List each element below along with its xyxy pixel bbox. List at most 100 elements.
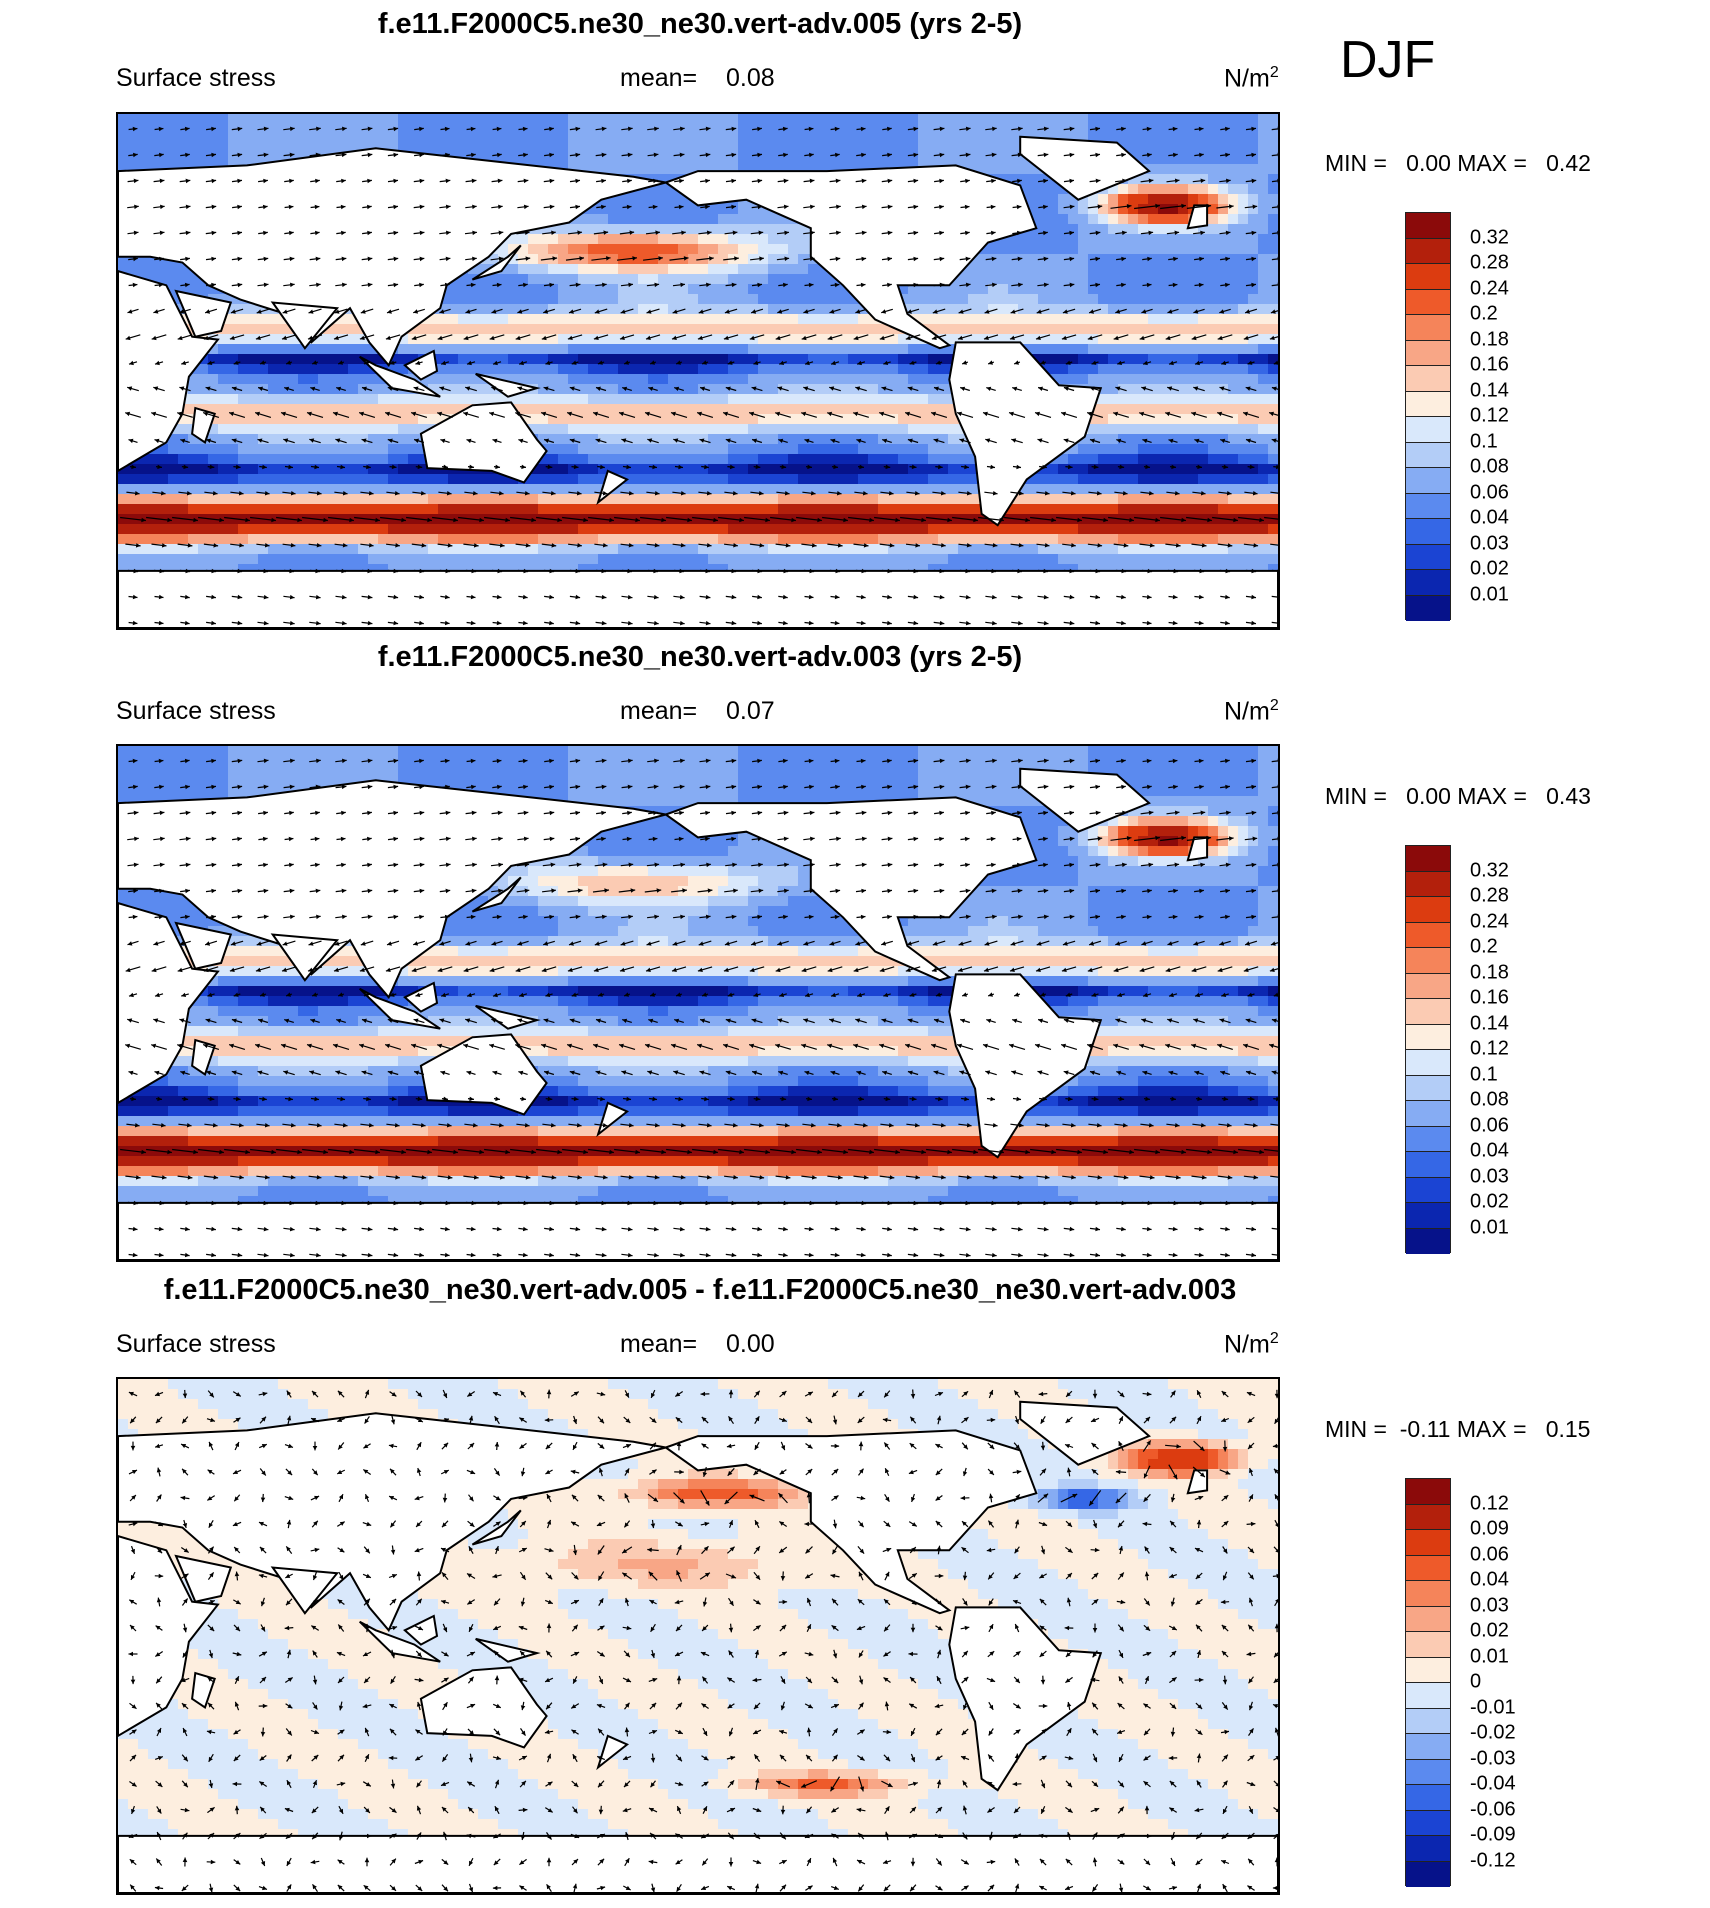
colorbar-swatch (1406, 213, 1450, 239)
colorbar-swatch (1406, 948, 1450, 974)
colorbar-swatch (1406, 922, 1450, 948)
panel-2-mean-label: mean= (620, 697, 697, 726)
colorbar-swatch (1406, 1708, 1450, 1734)
colorbar-tick-label: 0.02 (1470, 1191, 1509, 1214)
colorbar-tick-label: 0.04 (1470, 507, 1509, 530)
colorbar-tick-label: 0.1 (1470, 1063, 1498, 1086)
colorbar-tick-label: -0.09 (1470, 1824, 1516, 1847)
colorbar-tick-label: 0.01 (1470, 1645, 1509, 1668)
colorbar-swatch (1406, 1759, 1450, 1785)
colorbar-swatch (1406, 264, 1450, 290)
stress-vectors (120, 758, 1278, 1258)
panel-2-minmax: MIN = 0.00 MAX = 0.43 (1325, 783, 1591, 810)
colorbar-swatch (1406, 973, 1450, 999)
colorbar-tick-label: 0.12 (1470, 1038, 1509, 1061)
colorbar-tick-label: 0.12 (1470, 1492, 1509, 1515)
colorbar-swatch (1406, 1075, 1450, 1101)
colorbar-swatch (1406, 1228, 1450, 1254)
colorbar-swatch (1406, 1126, 1450, 1152)
panel-2-colorbar (1405, 845, 1451, 1254)
colorbar-swatch (1406, 1504, 1450, 1530)
panel-1-map (116, 112, 1280, 630)
colorbar-swatch (1406, 366, 1450, 392)
colorbar-tick-label: 0.1 (1470, 430, 1498, 453)
colorbar-swatch (1406, 1024, 1450, 1050)
colorbar-tick-label: -0.03 (1470, 1747, 1516, 1770)
colorbar-swatch (1406, 999, 1450, 1025)
colorbar-tick-label: -0.02 (1470, 1722, 1516, 1745)
panel-2-map (116, 744, 1280, 1262)
panel-3-mean-value: 0.00 (726, 1330, 775, 1359)
colorbar-tick-label: 0.24 (1470, 910, 1509, 933)
panel-3-minmax: MIN = -0.11 MAX = 0.15 (1325, 1416, 1590, 1443)
colorbar-tick-label: 0.06 (1470, 1543, 1509, 1566)
colorbar-tick-label: -0.06 (1470, 1798, 1516, 1821)
colorbar-swatch (1406, 493, 1450, 519)
colorbar-swatch (1406, 519, 1450, 545)
colorbar-swatch (1406, 1203, 1450, 1229)
colorbar-swatch (1406, 1101, 1450, 1127)
panel-3-mean-label: mean= (620, 1330, 697, 1359)
colorbar-swatch (1406, 1177, 1450, 1203)
colorbar-swatch (1406, 1050, 1450, 1076)
colorbar-tick-label: 0.16 (1470, 987, 1509, 1010)
colorbar-swatch (1406, 1555, 1450, 1581)
colorbar-tick-label: 0.09 (1470, 1518, 1509, 1541)
panel-2-title: f.e11.F2000C5.ne30_ne30.vert-adv.003 (yr… (0, 641, 1400, 674)
colorbar-tick-label: 0.14 (1470, 1012, 1509, 1035)
colorbar-swatch (1406, 1606, 1450, 1632)
colorbar-tick-label: 0 (1470, 1671, 1481, 1694)
colorbar-swatch (1406, 595, 1450, 621)
colorbar-tick-label: 0.04 (1470, 1140, 1509, 1163)
colorbar-tick-label: 0.2 (1470, 936, 1498, 959)
colorbar-swatch (1406, 1785, 1450, 1811)
colorbar-swatch (1406, 1657, 1450, 1683)
panel-2-units: N/m2 (1224, 697, 1279, 726)
colorbar-tick-label: 0.18 (1470, 328, 1509, 351)
panel-1-units: N/m2 (1224, 64, 1279, 93)
panel-3-variable: Surface stress (116, 1330, 276, 1359)
colorbar-tick-label: -0.01 (1470, 1696, 1516, 1719)
panel-3-colorbar (1405, 1478, 1451, 1887)
colorbar-swatch (1406, 570, 1450, 596)
panel-2-mean-value: 0.07 (726, 697, 775, 726)
panel-3-units: N/m2 (1224, 1330, 1279, 1359)
stress-vectors (120, 126, 1278, 626)
season-label: DJF (1340, 30, 1435, 90)
colorbar-tick-label: -0.12 (1470, 1849, 1516, 1872)
colorbar-tick-label: 0.18 (1470, 961, 1509, 984)
panel-1-mean-label: mean= (620, 64, 697, 93)
colorbar-tick-label: 0.12 (1470, 405, 1509, 428)
colorbar-tick-label: 0.32 (1470, 859, 1509, 882)
colorbar-swatch (1406, 289, 1450, 315)
field-shading (118, 1379, 1278, 1893)
colorbar-tick-label: 0.08 (1470, 1089, 1509, 1112)
colorbar-swatch (1406, 315, 1450, 341)
panel-1-colorbar (1405, 212, 1451, 621)
colorbar-swatch (1406, 1861, 1450, 1887)
colorbar-swatch (1406, 897, 1450, 923)
colorbar-swatch (1406, 1734, 1450, 1760)
colorbar-swatch (1406, 417, 1450, 443)
colorbar-swatch (1406, 1810, 1450, 1836)
colorbar-tick-label: 0.03 (1470, 532, 1509, 555)
colorbar-tick-label: 0.04 (1470, 1569, 1509, 1592)
colorbar-swatch (1406, 442, 1450, 468)
colorbar-swatch (1406, 1479, 1450, 1505)
colorbar-tick-label: 0.28 (1470, 252, 1509, 275)
colorbar-tick-label: 0.06 (1470, 1114, 1509, 1137)
colorbar-tick-label: 0.03 (1470, 1165, 1509, 1188)
colorbar-tick-label: 0.24 (1470, 277, 1509, 300)
colorbar-swatch (1406, 1632, 1450, 1658)
stress-vectors (128, 1389, 1278, 1893)
colorbar-tick-label: 0.28 (1470, 885, 1509, 908)
panel-3-map (116, 1377, 1280, 1895)
colorbar-tick-label: 0.02 (1470, 558, 1509, 581)
colorbar-swatch (1406, 871, 1450, 897)
colorbar-swatch (1406, 391, 1450, 417)
colorbar-swatch (1406, 468, 1450, 494)
colorbar-tick-label: 0.16 (1470, 354, 1509, 377)
colorbar-tick-label: 0.2 (1470, 303, 1498, 326)
panel-1-variable: Surface stress (116, 64, 276, 93)
colorbar-swatch (1406, 544, 1450, 570)
